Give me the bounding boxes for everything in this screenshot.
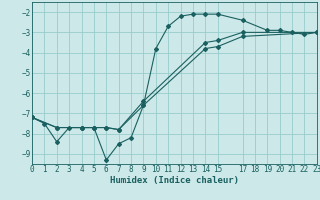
X-axis label: Humidex (Indice chaleur): Humidex (Indice chaleur)	[110, 176, 239, 185]
